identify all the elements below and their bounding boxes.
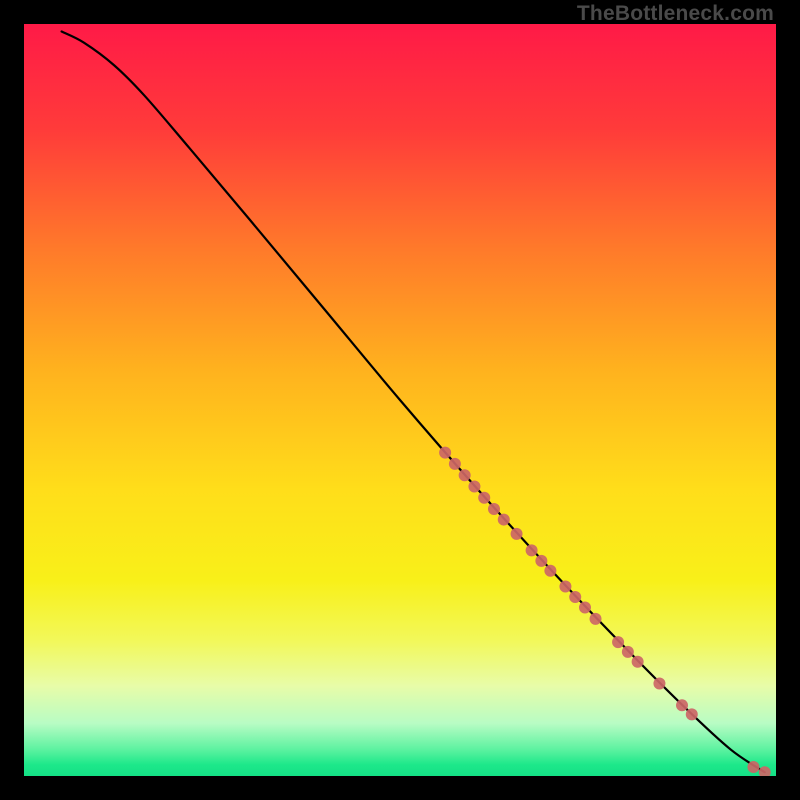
data-point	[622, 646, 634, 658]
data-point	[478, 492, 490, 504]
data-point	[559, 580, 571, 592]
data-point	[449, 458, 461, 470]
data-point	[653, 678, 665, 690]
data-point	[498, 514, 510, 526]
data-point	[686, 708, 698, 720]
data-point	[439, 447, 451, 459]
data-point	[511, 528, 523, 540]
watermark-label: TheBottleneck.com	[577, 2, 774, 26]
data-point	[632, 656, 644, 668]
data-point	[676, 699, 688, 711]
data-point	[526, 544, 538, 556]
data-point	[488, 503, 500, 515]
data-point	[544, 565, 556, 577]
data-point	[468, 480, 480, 492]
data-point	[612, 636, 624, 648]
data-point	[459, 469, 471, 481]
chart-frame	[24, 24, 776, 776]
data-point	[569, 591, 581, 603]
data-point	[535, 555, 547, 567]
data-point	[579, 602, 591, 614]
gradient-chart	[24, 24, 776, 776]
data-point	[747, 761, 759, 773]
data-point	[590, 613, 602, 625]
